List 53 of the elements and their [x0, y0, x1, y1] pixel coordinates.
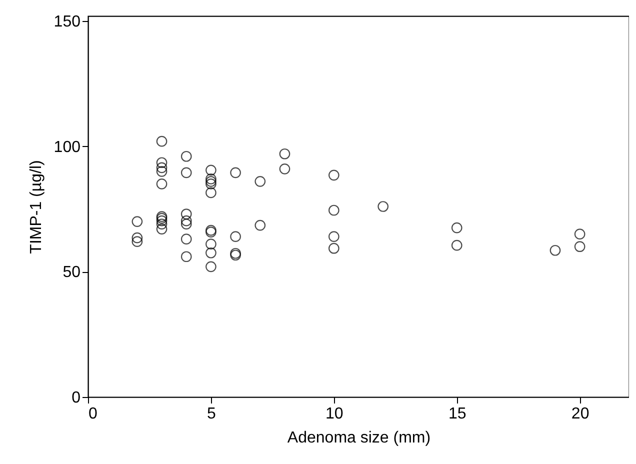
point	[156, 178, 168, 190]
point	[180, 150, 192, 162]
point	[156, 162, 168, 174]
point	[132, 216, 143, 227]
point	[156, 136, 168, 147]
point	[378, 201, 389, 212]
point	[206, 261, 216, 272]
point	[180, 208, 192, 220]
point	[451, 240, 462, 251]
point	[156, 157, 168, 168]
point	[156, 215, 168, 226]
point	[180, 218, 192, 230]
point	[156, 224, 168, 234]
point	[132, 232, 143, 244]
y-tick-label: 150	[54, 14, 81, 31]
point	[254, 220, 266, 231]
point	[206, 176, 216, 187]
x-axis-title: Adenoma size (mm)	[287, 430, 431, 446]
point	[206, 247, 216, 258]
y-tick-label: 0	[72, 390, 81, 406]
point	[451, 222, 462, 234]
point	[230, 231, 241, 242]
y-axis-title: TIMP-1 (µg/l)	[28, 160, 45, 254]
y-tick-label: 50	[62, 264, 81, 282]
point	[574, 228, 586, 240]
x-tick-label: 5	[207, 406, 216, 422]
point	[132, 236, 143, 248]
point	[206, 238, 216, 250]
point	[574, 241, 586, 252]
point	[328, 242, 340, 254]
point	[279, 148, 290, 160]
point	[254, 176, 266, 187]
x-tick-label: 15	[448, 406, 466, 422]
point	[279, 163, 290, 174]
point	[180, 251, 192, 262]
x-tick-label: 20	[571, 406, 590, 422]
y-tick-label: 100	[54, 138, 81, 156]
point	[156, 218, 168, 230]
point	[180, 234, 192, 244]
point	[156, 166, 168, 177]
point	[206, 178, 216, 190]
x-tick-label: 0	[88, 406, 98, 422]
point	[230, 167, 241, 178]
point	[328, 170, 340, 181]
point	[206, 164, 216, 176]
point	[206, 174, 216, 184]
point	[328, 204, 340, 216]
point	[180, 215, 192, 226]
point	[328, 231, 340, 242]
point	[180, 167, 192, 178]
x-tick-label: 10	[326, 406, 344, 422]
point	[206, 187, 216, 198]
point	[550, 244, 561, 256]
